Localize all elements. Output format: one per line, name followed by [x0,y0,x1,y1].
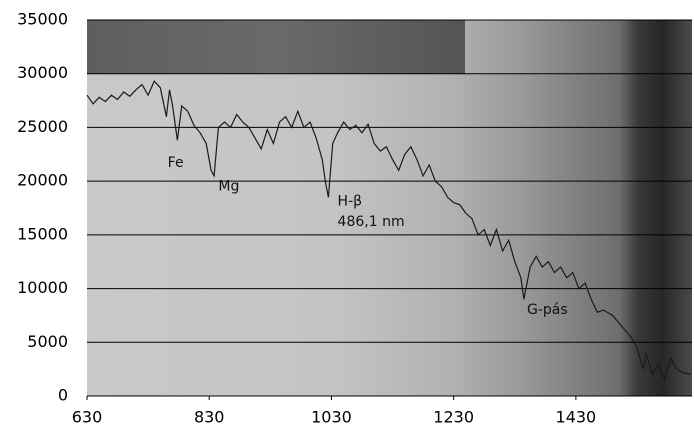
annotation: Mg [218,179,239,195]
annotation: H-β [338,194,363,210]
y-tick-label: 20000 [17,171,68,190]
spectrum-line [86,80,691,382]
y-tick-label: 35000 [17,10,68,29]
spectrum-background [87,20,692,396]
y-tick-label: 25000 [17,117,68,136]
y-tick-label: 30000 [17,63,68,82]
annotation: 486,1 nm [338,214,405,230]
y-tick-label: 5000 [27,332,68,351]
y-tick-label: 10000 [17,278,68,297]
spectrum-strip [87,20,465,74]
y-tick-label: 15000 [17,224,68,243]
x-tick-label: 1230 [433,408,474,427]
y-tick-label: 0 [58,386,68,405]
annotation: Fe [168,155,184,171]
plot-area [87,20,692,396]
x-tick-label: 830 [194,408,225,427]
x-tick-label: 630 [72,408,103,427]
x-tick-label: 1030 [311,408,352,427]
annotation: G-pás [527,302,568,318]
x-tick-label: 1430 [556,408,597,427]
